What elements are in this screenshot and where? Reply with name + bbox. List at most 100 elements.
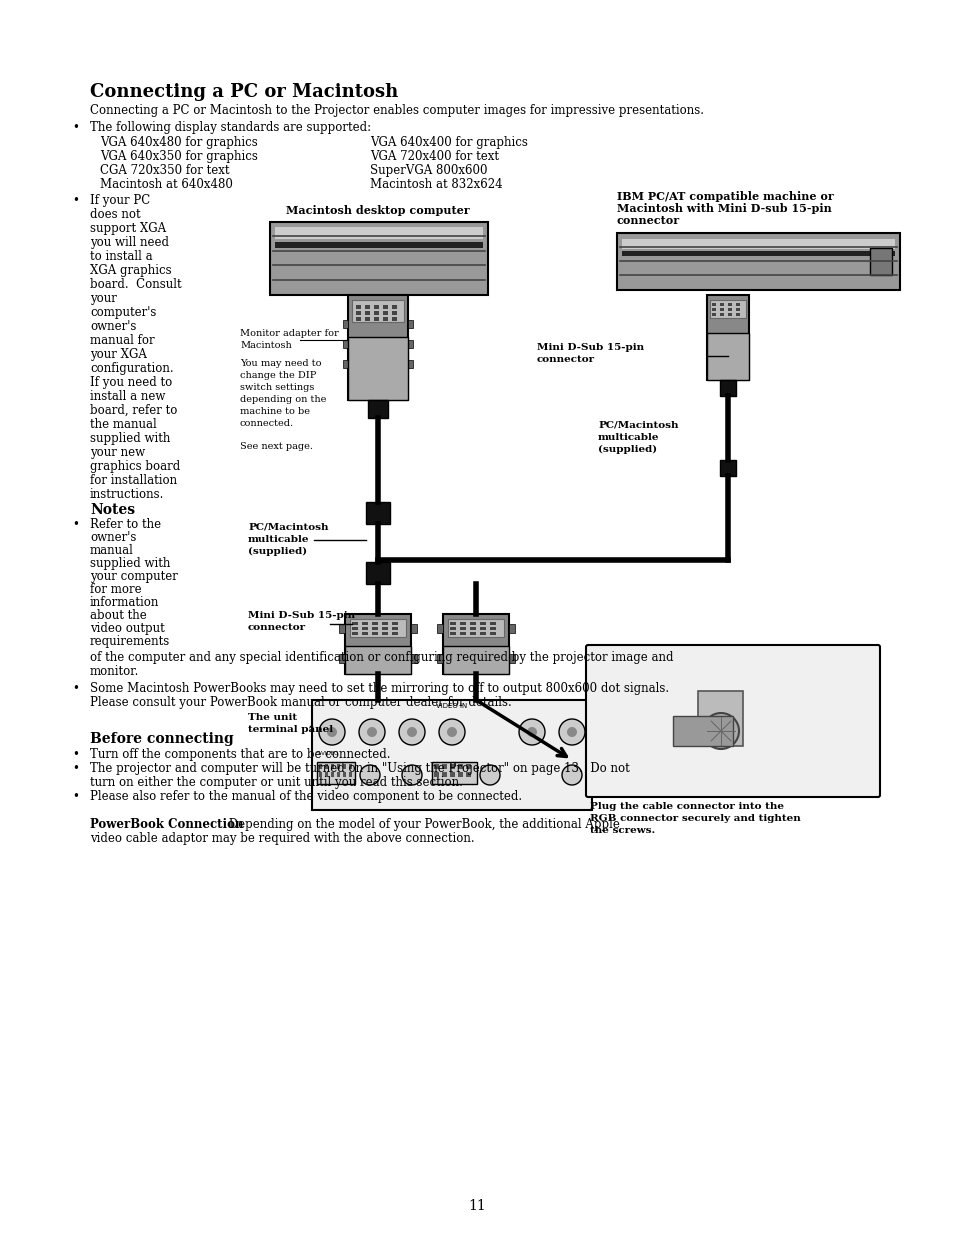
Circle shape [359, 764, 379, 785]
Text: Macintosh with Mini D-sub 15-pin: Macintosh with Mini D-sub 15-pin [617, 203, 831, 214]
Bar [343, 340, 348, 348]
Bar [432, 762, 476, 784]
Bar [411, 655, 416, 663]
Text: (supplied): (supplied) [598, 445, 657, 454]
Text: board, refer to: board, refer to [90, 404, 177, 417]
Text: graphics board: graphics board [90, 459, 180, 473]
Circle shape [367, 727, 376, 737]
FancyBboxPatch shape [585, 645, 879, 797]
Bar [348, 295, 408, 400]
Bar [365, 317, 370, 321]
Bar [470, 622, 476, 625]
Text: See next page.: See next page. [240, 442, 313, 451]
Text: does not: does not [90, 207, 140, 221]
Text: VGA 640x480 for graphics: VGA 640x480 for graphics [100, 136, 257, 149]
Bar [381, 627, 388, 630]
Bar [366, 562, 390, 584]
Text: owner's: owner's [90, 320, 136, 333]
Text: Macintosh at 640x480: Macintosh at 640x480 [100, 178, 233, 191]
Bar [441, 764, 447, 769]
Text: the manual: the manual [90, 417, 156, 431]
Bar [368, 400, 388, 417]
Bar [459, 622, 465, 625]
Bar [621, 251, 894, 256]
Bar [470, 627, 476, 630]
Bar [372, 622, 377, 625]
Bar [434, 772, 438, 777]
Text: about the: about the [90, 609, 147, 622]
Bar [348, 337, 408, 400]
Bar [450, 772, 455, 777]
Text: to install a: to install a [90, 249, 152, 263]
Bar [457, 772, 462, 777]
Bar [459, 627, 465, 630]
Bar [343, 764, 346, 769]
Circle shape [566, 727, 577, 737]
Bar [392, 311, 396, 315]
Text: information: information [90, 597, 159, 609]
Bar [392, 632, 397, 635]
Circle shape [327, 727, 336, 737]
Bar [441, 772, 447, 777]
Circle shape [558, 719, 584, 745]
Bar [365, 305, 370, 309]
Text: Mini D-Sub 15-pin: Mini D-Sub 15-pin [248, 611, 355, 620]
Text: monitor.: monitor. [90, 664, 139, 678]
Bar [509, 624, 515, 634]
Text: •: • [71, 682, 79, 695]
Bar [720, 459, 735, 475]
Bar [442, 614, 509, 674]
Text: The unit: The unit [248, 713, 296, 722]
Text: •: • [71, 790, 79, 803]
Bar [331, 772, 334, 777]
Bar [711, 308, 716, 311]
Bar [727, 308, 731, 311]
Bar [343, 320, 348, 329]
Bar [352, 627, 357, 630]
Bar [442, 646, 509, 674]
Text: depending on the: depending on the [240, 395, 326, 404]
Bar [361, 632, 368, 635]
Text: connector: connector [617, 215, 679, 226]
Bar [459, 632, 465, 635]
Text: Refer to the: Refer to the [90, 517, 161, 531]
Bar [336, 772, 339, 777]
Bar [617, 233, 899, 290]
Text: your XGA: your XGA [90, 348, 147, 361]
Circle shape [358, 719, 385, 745]
Text: SuperVGA 800x600: SuperVGA 800x600 [370, 164, 487, 177]
Text: Connecting a PC or Macintosh: Connecting a PC or Macintosh [90, 83, 397, 101]
Text: Depending on the model of your PowerBook, the additional Apple: Depending on the model of your PowerBook… [225, 818, 619, 831]
Text: turn on either the computer or unit until you read this section.: turn on either the computer or unit unti… [90, 776, 462, 789]
Text: support XGA: support XGA [90, 222, 166, 235]
Bar [490, 632, 496, 635]
Text: board.  Consult: board. Consult [90, 278, 181, 291]
Text: video output: video output [90, 622, 165, 635]
Circle shape [702, 713, 739, 748]
Circle shape [526, 727, 537, 737]
Text: Notes: Notes [90, 503, 135, 517]
Text: Mini D-Sub 15-pin: Mini D-Sub 15-pin [537, 343, 643, 352]
Text: Macintosh desktop computer: Macintosh desktop computer [286, 205, 469, 216]
Bar [392, 317, 396, 321]
Text: terminal panel: terminal panel [248, 725, 333, 734]
Bar [727, 303, 731, 306]
Bar [372, 632, 377, 635]
Bar [365, 311, 370, 315]
Bar [450, 632, 456, 635]
Text: If your PC: If your PC [90, 194, 150, 207]
Text: PC/Macintosh: PC/Macintosh [248, 522, 328, 532]
Text: Macintosh: Macintosh [240, 341, 292, 350]
Text: Monitor adapter for: Monitor adapter for [240, 329, 338, 338]
Bar [352, 300, 403, 322]
Bar [352, 632, 357, 635]
Bar [372, 627, 377, 630]
Text: supplied with: supplied with [90, 557, 171, 571]
Text: switch settings: switch settings [240, 383, 314, 391]
Circle shape [561, 764, 581, 785]
Text: •: • [71, 121, 79, 135]
Text: multicable: multicable [598, 433, 659, 442]
Bar [720, 312, 723, 316]
Bar [349, 772, 352, 777]
Bar [382, 311, 388, 315]
